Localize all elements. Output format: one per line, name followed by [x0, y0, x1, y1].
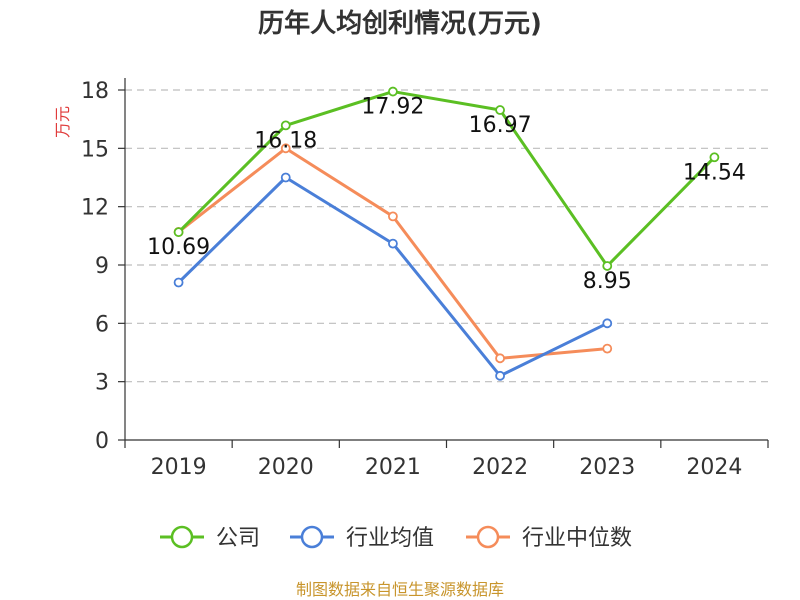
- legend[interactable]: 公司 行业均值 行业中位数: [160, 525, 632, 551]
- y-tick-label: 9: [95, 254, 109, 279]
- data-point[interactable]: [388, 238, 398, 249]
- x-tick-label: 2020: [258, 455, 314, 480]
- x-tick-label: 2022: [472, 455, 528, 480]
- data-label: 10.69: [147, 235, 210, 260]
- y-tick-label: 12: [81, 196, 109, 221]
- x-tick-label: 2019: [151, 455, 207, 480]
- data-point[interactable]: [173, 227, 184, 238]
- y-tick-label: 0: [95, 429, 109, 454]
- x-tick-label: 2024: [686, 455, 742, 480]
- series-line-0: [177, 90, 716, 268]
- data-point[interactable]: [173, 277, 184, 288]
- legend-label: 行业中位数: [522, 526, 632, 551]
- axes: 0 3 6 9 12 15 18 2019 2020 2021 2022 2023 2024: [81, 78, 769, 480]
- legend-marker: [170, 525, 194, 549]
- data-labels: 10.69 16.18 17.92 16.97 8.95 14.54: [147, 95, 746, 294]
- y-axis-label: 万元: [53, 106, 72, 138]
- data-label: 14.54: [683, 160, 746, 185]
- data-point[interactable]: [602, 318, 613, 329]
- data-point[interactable]: [280, 172, 291, 183]
- legend-marker: [476, 525, 500, 549]
- data-point[interactable]: [495, 370, 505, 381]
- series: [173, 86, 720, 381]
- chart-title: 历年人均创利情况(万元): [258, 8, 542, 39]
- x-tick-label: 2021: [365, 455, 421, 480]
- gridlines: [125, 89, 768, 383]
- legend-item-2[interactable]: 行业中位数: [466, 525, 632, 551]
- x-tick-label: 2023: [579, 455, 635, 480]
- data-point[interactable]: [280, 143, 291, 154]
- data-point[interactable]: [280, 120, 291, 131]
- legend-item-0[interactable]: 公司: [160, 525, 260, 551]
- y-tick-label: 18: [81, 79, 109, 104]
- data-label: 16.18: [254, 128, 317, 153]
- legend-label: 行业均值: [346, 526, 434, 551]
- data-point[interactable]: [388, 211, 398, 222]
- source-note: 制图数据来自恒生聚源数据库: [296, 580, 504, 599]
- legend-label: 公司: [216, 526, 260, 551]
- data-label: 17.92: [361, 95, 424, 120]
- legend-marker: [300, 525, 324, 549]
- data-point[interactable]: [495, 105, 505, 115]
- legend-item-1[interactable]: 行业均值: [290, 525, 434, 551]
- data-label: 8.95: [583, 269, 632, 294]
- data-point[interactable]: [602, 343, 613, 354]
- series-line-2: [177, 146, 608, 360]
- data-point[interactable]: [495, 353, 505, 364]
- data-point[interactable]: [388, 86, 398, 97]
- y-tick-label: 15: [81, 137, 109, 162]
- y-tick-label: 3: [95, 371, 109, 396]
- y-tick-label: 6: [95, 312, 109, 337]
- data-point[interactable]: [602, 261, 613, 271]
- data-point[interactable]: [709, 152, 720, 163]
- data-label: 16.97: [469, 113, 532, 138]
